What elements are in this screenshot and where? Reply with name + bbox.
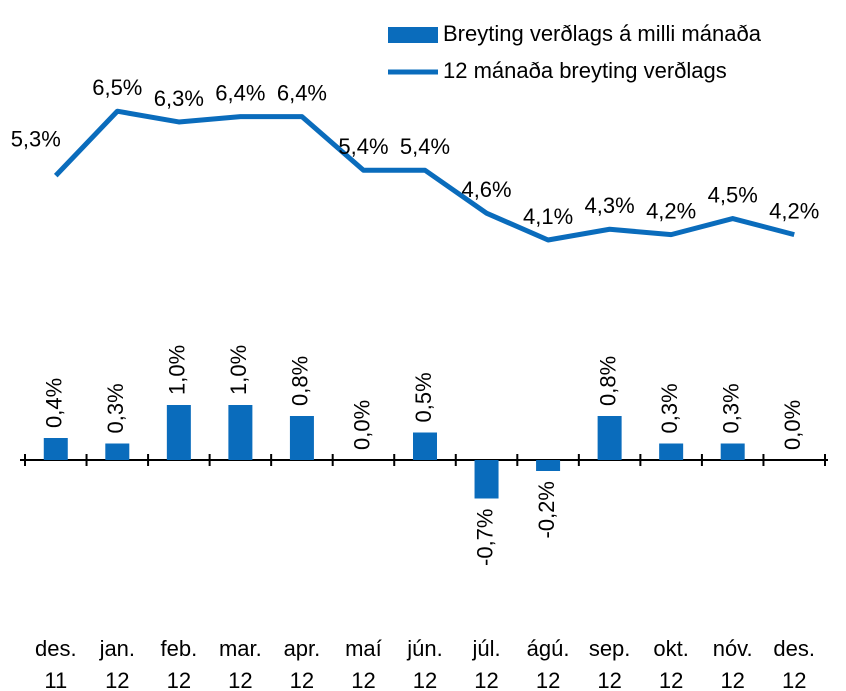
bar — [413, 432, 437, 460]
bar-value-label: 0,3% — [657, 383, 682, 433]
x-tick-label-line: jún. — [406, 636, 442, 661]
x-tick-label-line: ágú. — [527, 636, 570, 661]
bar — [43, 438, 68, 460]
bar — [659, 443, 684, 460]
line-value-label: 6,5% — [92, 75, 142, 100]
x-tick-label-line: sep. — [589, 636, 631, 661]
bar-value-label: 0,3% — [103, 383, 128, 433]
bar-value-label: -0,2% — [534, 481, 559, 538]
x-tick-label-line: 12 — [659, 668, 683, 691]
line-value-label: 5,3% — [11, 126, 61, 151]
legend-label: Breyting verðlags á milli mánaða — [443, 21, 762, 46]
bar — [474, 460, 499, 499]
x-tick-label-line: 11 — [44, 668, 67, 691]
bar-value-label: 0,3% — [719, 383, 744, 433]
x-tick-label-line: feb. — [160, 636, 197, 661]
x-tick-label-line: 12 — [351, 668, 375, 691]
line-value-label: 5,4% — [400, 134, 450, 159]
x-tick-label-line: 12 — [597, 668, 621, 691]
line-value-label: 4,6% — [461, 177, 511, 202]
bar-value-label: 0,4% — [42, 378, 67, 428]
x-tick-label: jan. 12 — [99, 636, 135, 691]
x-tick-label: ágú. 12 — [527, 636, 570, 691]
line-value-label: 6,4% — [215, 80, 265, 105]
x-tick-label-line: jan. — [99, 636, 135, 661]
bar-value-label: -0,7% — [472, 509, 497, 566]
x-tick-label-line: apr. — [284, 636, 321, 661]
bar-value-label: 0,0% — [780, 400, 805, 450]
line-value-label: 6,4% — [277, 80, 327, 105]
line-series — [53, 108, 795, 243]
bar — [166, 405, 191, 460]
x-tick-label: sep. 12 — [589, 636, 631, 691]
bar — [720, 443, 745, 460]
line-value-label: 4,1% — [523, 204, 573, 229]
x-tick-label-line: maí — [345, 636, 382, 661]
x-tick-label: okt. 12 — [653, 636, 688, 691]
x-tick-label-line: 12 — [290, 668, 314, 691]
line-value-label: 4,2% — [769, 198, 819, 223]
x-tick-label-line: okt. — [653, 636, 688, 661]
bar — [228, 405, 253, 460]
x-tick-label-line: 12 — [782, 668, 806, 691]
x-tick-label: nóv. 12 — [713, 636, 753, 691]
bar-value-label: 0,5% — [411, 372, 436, 422]
x-tick-label-line: 12 — [413, 668, 437, 691]
x-tick-label: feb. 12 — [160, 636, 197, 691]
bar-value-label: 1,0% — [165, 345, 190, 395]
bar — [289, 416, 314, 460]
line-value-label: 4,2% — [646, 198, 696, 223]
bar — [536, 460, 561, 471]
x-tick-label: maí 12 — [345, 636, 382, 691]
x-tick-label-line: 12 — [536, 668, 560, 691]
bar — [597, 416, 622, 460]
line-value-label: 4,5% — [708, 182, 758, 207]
x-tick-label: jún. 12 — [406, 636, 442, 691]
bar — [105, 443, 130, 460]
bar-value-label: 0,8% — [595, 356, 620, 406]
legend-label: 12 mánaða breyting verðlags — [443, 58, 727, 83]
bar-value-label: 0,8% — [288, 356, 313, 406]
x-tick-label-line: nóv. — [713, 636, 753, 661]
x-tick-label-line: des. — [773, 636, 815, 661]
x-tick-label: júl. 12 — [471, 636, 500, 691]
x-tick-label-line: 12 — [474, 668, 498, 691]
bar-value-label: 0,0% — [349, 400, 374, 450]
x-tick-label: des. 11 — [35, 636, 77, 691]
x-tick-label-line: 12 — [167, 668, 191, 691]
x-tick-label-line: des. — [35, 636, 77, 661]
line-value-label: 5,4% — [338, 134, 388, 159]
line-value-label: 4,3% — [585, 193, 635, 218]
x-tick-label-line: 12 — [720, 668, 744, 691]
x-tick-label-line: júl. — [471, 636, 500, 661]
bar-value-label: 1,0% — [226, 345, 251, 395]
legend-swatch — [388, 27, 438, 43]
line-value-label: 6,3% — [154, 86, 204, 111]
x-tick-label: apr. 12 — [284, 636, 321, 691]
x-tick-label-line: 12 — [105, 668, 129, 691]
x-tick-label-line: mar. — [219, 636, 262, 661]
x-tick-label: des. 12 — [773, 636, 815, 691]
x-tick-label: mar. 12 — [219, 636, 262, 691]
x-tick-label-line: 12 — [228, 668, 252, 691]
